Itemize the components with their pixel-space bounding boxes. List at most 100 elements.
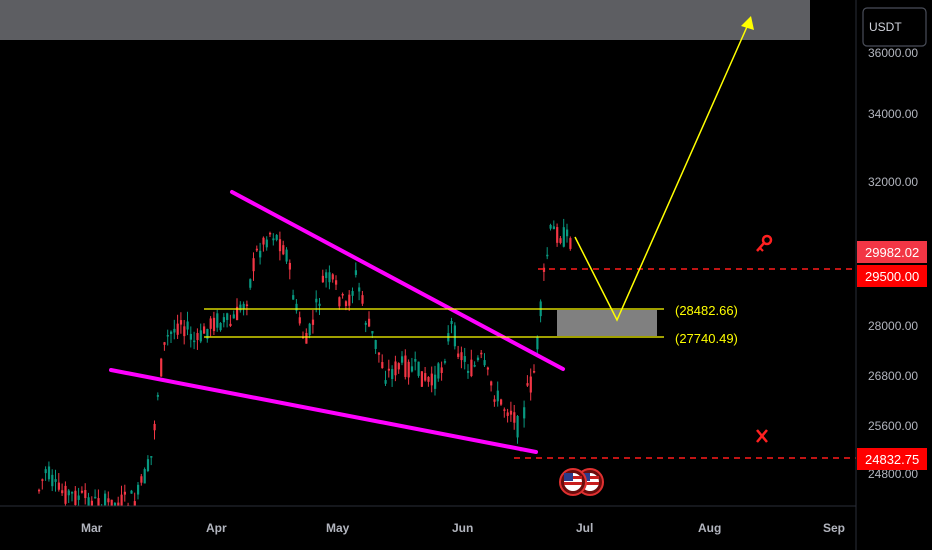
candle-body [361,295,364,304]
month-tick-label: Sep [823,521,845,535]
candle-body [506,412,509,416]
price-axis[interactable]: 36000.00 34000.00 32000.00 28000.00 2680… [855,0,932,550]
candle-body [453,325,456,347]
month-tick-label: Aug [698,521,721,535]
candle-body [509,410,513,415]
candle-body [269,232,272,235]
month-tick-label: Mar [81,521,103,535]
candle-body [404,355,407,377]
candle-body [170,331,173,334]
candle-body [407,361,410,378]
candle-body [137,484,140,495]
candle-body [536,336,539,350]
candle-body [351,291,354,296]
candle-body [212,317,216,332]
candle-body [120,494,123,506]
candle-body [199,330,202,342]
candle-body [377,352,381,355]
candle-body [328,272,331,283]
candle-body [47,466,51,480]
candle-body [242,303,245,310]
candle-body [44,469,47,474]
candle-body [259,250,262,258]
candle-body [467,370,470,373]
currency-badge[interactable] [862,7,927,47]
candlestick-series [38,218,572,506]
candle-body [523,407,526,419]
candle-body [282,245,285,255]
candle-body [183,326,186,337]
candle-body [394,361,397,376]
projection-path [574,19,751,322]
candle-body [77,495,80,500]
candle-body [163,342,166,345]
candle-body [226,313,229,320]
candle-body [196,333,199,341]
candle-body [292,295,295,300]
candle-body [364,322,367,325]
candle-body [97,498,100,506]
candle-body [278,239,282,252]
candle-body [338,297,341,307]
candle-body [483,360,486,366]
candle-body [160,358,163,377]
candle-body [569,238,572,249]
candle-body [401,356,404,363]
candle-body [443,361,447,363]
candle-body [344,301,348,307]
candle-body [64,485,67,504]
candle-body [562,227,565,247]
candle-body [107,498,110,503]
us-flag-icon[interactable] [559,468,587,496]
candle-body [239,304,242,311]
candle-body [295,303,298,311]
candle-body [84,490,87,499]
take-profit-price-tag [857,265,927,287]
candle-body [176,323,179,335]
level-label-upper: (28482.66) [675,303,738,318]
month-tick-label: Jun [452,521,473,535]
candle-body [480,352,483,355]
candle-body [113,502,117,506]
candle-body [552,226,555,230]
candle-body [384,380,387,384]
price-tick-label: 25600.00 [868,419,918,433]
stop-loss-price-tag-label: 24832.75 [865,452,919,467]
wedge-lower-trendline [109,368,538,454]
candle-body [57,482,60,490]
candle-body [74,490,77,505]
candle-body [318,303,321,306]
candle-body [417,361,420,376]
candle-body [315,298,318,303]
candle-body [285,249,288,262]
candle-body [104,493,107,506]
candle-body [262,237,265,245]
time-axis[interactable]: Mar Apr May Jun Jul Aug Sep [81,521,845,535]
candle-body [219,323,222,331]
candle-body [473,365,476,367]
price-tick-label: 26800.00 [868,369,918,383]
candle-body [371,330,374,334]
candle-body [440,367,443,373]
candle-body [87,497,90,506]
candle-body [186,321,189,330]
candle-body [490,381,493,386]
candle-body [559,238,562,243]
candle-body [437,363,440,379]
month-tick-label: Apr [206,521,227,535]
candle-body [533,371,536,373]
candle-body [153,423,156,431]
month-tick-label: Jul [576,521,593,535]
candle-body [391,369,394,380]
candle-body [500,399,503,405]
candle-body [150,456,153,458]
candle-body [381,362,384,369]
candle-body [38,489,41,492]
candle-body [209,318,212,329]
candle-body [110,499,113,506]
candle-body [341,293,344,296]
candle-body [249,279,252,288]
candle-body [414,359,417,362]
